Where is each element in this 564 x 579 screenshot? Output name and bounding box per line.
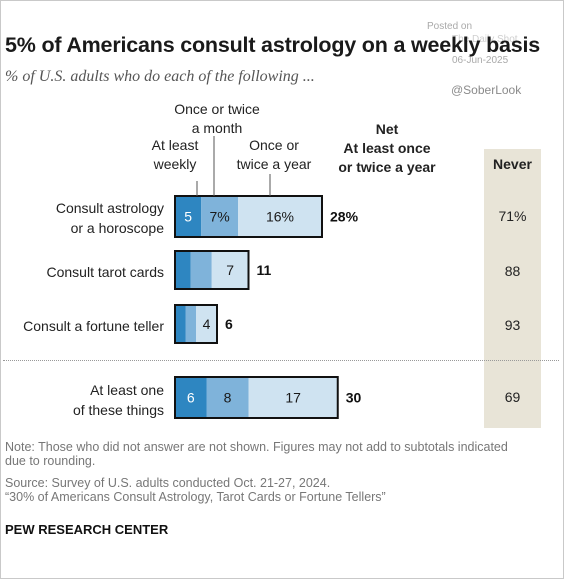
row-label-fortune-teller: Consult a fortune teller — [23, 316, 164, 336]
bar-value-label: 5 — [184, 209, 192, 225]
never-value: 88 — [504, 263, 521, 279]
bar-value-label: 17 — [285, 390, 301, 406]
bar-segment-tarot-1 — [175, 251, 191, 289]
header-net-line3: or twice a year — [338, 159, 436, 175]
never-value: 93 — [504, 317, 521, 333]
header-monthly: Once or twice a month — [162, 100, 272, 138]
row-label-tarot-line1: Consult tarot cards — [46, 264, 165, 280]
footer-note: Note: Those who did not answer are not s… — [5, 440, 508, 468]
bar-segment-any-3 — [248, 377, 338, 418]
footer-source-line2: “30% of Americans Consult Astrology, Tar… — [5, 490, 386, 504]
bar-value-label: 16% — [266, 209, 294, 225]
bar-outline-any — [174, 376, 339, 419]
bar-segment-any-2 — [206, 377, 249, 418]
row-label-astrology: Consult astrology or a horoscope — [56, 198, 164, 238]
watermark-date: 06-Jun-2025 — [452, 55, 509, 66]
bar-outline-astrology — [174, 195, 323, 238]
header-weekly: At least weekly — [140, 136, 210, 174]
bar-segment-tarot-2 — [190, 251, 212, 289]
bar-segment-fortune-teller-3 — [196, 305, 217, 343]
footer-source-line1: Source: Survey of U.S. adults conducted … — [5, 476, 331, 490]
never-value: 69 — [504, 389, 521, 405]
bar-segment-astrology-3 — [238, 196, 322, 237]
bar-segment-fortune-teller-2 — [185, 305, 196, 343]
header-net: Net At least once or twice a year — [326, 120, 448, 177]
bar-segment-tarot-3 — [211, 251, 249, 289]
bar-outline-fortune-teller — [174, 304, 218, 344]
header-weekly-line2: weekly — [153, 156, 197, 172]
header-net-line2: At least once — [343, 140, 431, 156]
bar-value-label: 8 — [224, 390, 232, 406]
row-label-any-line2: of these things — [72, 402, 164, 418]
bar-value-label: 4 — [203, 316, 211, 332]
watermark-posted-on: Posted on — [427, 21, 473, 32]
bar-value-label: 6 — [187, 390, 195, 406]
net-value-label: 11 — [257, 262, 272, 278]
row-label-astrology-line1: Consult astrology — [55, 200, 164, 216]
header-weekly-line1: At least — [151, 137, 199, 153]
net-value-label: 6 — [225, 316, 233, 332]
footer-source: Source: Survey of U.S. adults conducted … — [5, 476, 386, 504]
watermark-handle: @SoberLook — [451, 83, 522, 97]
row-label-any-line1: At least one — [90, 382, 164, 398]
net-value-label: 28% — [330, 209, 359, 225]
never-value: 71% — [498, 208, 527, 224]
bar-value-label: 7 — [226, 262, 234, 278]
bar-value-label: 7% — [210, 209, 230, 225]
header-yearly-line1: Once or — [249, 137, 299, 153]
header-monthly-line2: a month — [191, 120, 243, 136]
footer-brand: PEW RESEARCH CENTER — [5, 522, 169, 537]
header-monthly-line1: Once or twice — [174, 101, 260, 117]
header-yearly: Once or twice a year — [222, 136, 326, 174]
footer-note-line1: Note: Those who did not answer are not s… — [5, 440, 508, 454]
row-label-fortune-line1: Consult a fortune teller — [23, 318, 164, 334]
footer-note-line2: due to rounding. — [5, 454, 96, 468]
chart-subtitle: % of U.S. adults who do each of the foll… — [5, 68, 315, 85]
header-yearly-line2: twice a year — [236, 156, 312, 172]
row-label-astrology-line2: or a horoscope — [70, 220, 164, 236]
header-net-line1: Net — [375, 121, 399, 137]
bar-outline-tarot — [174, 250, 250, 290]
bar-segment-astrology-1 — [175, 196, 202, 237]
header-never: Never — [493, 156, 532, 172]
net-value-label: 30 — [346, 390, 362, 406]
row-label-any: At least one of these things — [73, 380, 164, 420]
row-label-tarot: Consult tarot cards — [47, 262, 165, 282]
bar-segment-astrology-2 — [201, 196, 238, 237]
never-column-background — [484, 149, 541, 428]
bar-segment-any-1 — [175, 377, 207, 418]
chart-title: 5% of Americans consult astrology on a w… — [5, 33, 541, 57]
bar-segment-fortune-teller-1 — [175, 305, 186, 343]
watermark-site: The Daily Shot — [452, 34, 518, 45]
section-divider — [3, 360, 559, 361]
